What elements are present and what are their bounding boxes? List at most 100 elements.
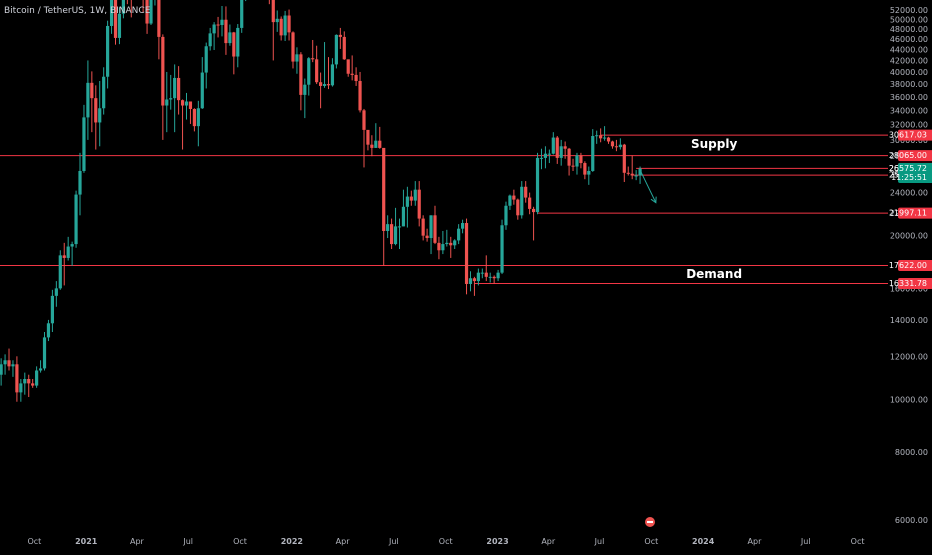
candle-body bbox=[575, 155, 579, 167]
candle-body bbox=[389, 224, 394, 245]
candle-body bbox=[90, 82, 94, 99]
price-tick-label: 46000.00 bbox=[890, 35, 928, 44]
candle-body bbox=[504, 205, 508, 226]
price-tick-label: 14000.00 bbox=[890, 316, 928, 325]
candle-body bbox=[571, 165, 575, 167]
candle-body bbox=[240, 0, 244, 28]
candle-body bbox=[425, 235, 429, 239]
candle-body bbox=[342, 36, 346, 60]
price-tick-label: 48000.00 bbox=[890, 25, 928, 34]
candle-body bbox=[496, 272, 500, 279]
price-tick-label: 38000.00 bbox=[890, 80, 928, 89]
price-badge-label: 11:25:51 bbox=[891, 173, 927, 182]
price-badge-bg bbox=[898, 260, 932, 272]
candle-body bbox=[445, 242, 449, 245]
candle-body bbox=[480, 272, 484, 274]
candle-body bbox=[46, 323, 51, 338]
annotations: Supply Demand bbox=[639, 137, 742, 281]
candle-body bbox=[145, 0, 149, 24]
candle-body bbox=[275, 18, 279, 23]
candle-body bbox=[401, 206, 406, 227]
candle-body bbox=[58, 255, 62, 289]
price-tick-label: 50000.00 bbox=[890, 15, 928, 24]
candle-body bbox=[539, 157, 544, 159]
candle-body bbox=[638, 168, 642, 176]
price-tick-label: 44000.00 bbox=[890, 45, 928, 54]
candle-body bbox=[165, 99, 169, 106]
candle-body bbox=[7, 360, 11, 367]
candle-body bbox=[322, 84, 327, 86]
horizontal-levels bbox=[0, 134, 888, 285]
candle-body bbox=[283, 15, 287, 36]
candle-body bbox=[362, 110, 366, 130]
candle-body bbox=[591, 135, 595, 171]
price-badge-label: 28065.00 bbox=[889, 151, 927, 160]
candle-body bbox=[82, 117, 86, 171]
candle-body bbox=[535, 157, 540, 213]
candle-body bbox=[62, 255, 66, 258]
time-tick-label: 2024 bbox=[692, 537, 715, 546]
time-tick-label: Apr bbox=[748, 537, 763, 546]
price-tick-label: 10000.00 bbox=[890, 395, 928, 404]
candles bbox=[0, 0, 642, 402]
projection-arrow-head bbox=[650, 196, 657, 204]
annotation-label: Demand bbox=[686, 267, 742, 281]
candle-body bbox=[350, 73, 354, 75]
time-tick-label: Oct bbox=[439, 537, 453, 546]
candle-body bbox=[449, 242, 453, 246]
time-tick-label: Oct bbox=[27, 537, 41, 546]
candle-body bbox=[212, 24, 216, 34]
candle-body bbox=[492, 276, 496, 279]
candle-body bbox=[228, 32, 232, 44]
candle-body bbox=[334, 34, 338, 65]
price-badge-label: 17622.00 bbox=[889, 261, 927, 270]
candle-body bbox=[19, 383, 23, 393]
candle-body bbox=[366, 129, 370, 145]
candle-body bbox=[413, 189, 417, 201]
candle-body bbox=[464, 223, 469, 284]
candle-body bbox=[11, 364, 15, 367]
price-badges: 30617.0328065.0026594.5525841.6121997.11… bbox=[889, 129, 932, 290]
candle-body bbox=[555, 137, 559, 158]
candle-body bbox=[528, 197, 532, 209]
candle-body bbox=[149, 0, 153, 24]
candle-body bbox=[307, 58, 311, 85]
candle-body bbox=[236, 27, 240, 57]
candle-body bbox=[429, 215, 433, 239]
candle-body bbox=[508, 195, 512, 206]
candle-body bbox=[346, 59, 350, 74]
candle-body bbox=[311, 58, 315, 60]
price-badge-label: 16331.78 bbox=[889, 279, 927, 288]
time-tick-label: Jul bbox=[388, 537, 399, 546]
candle-body bbox=[326, 84, 331, 86]
candle-body bbox=[287, 15, 291, 33]
candle-body bbox=[618, 144, 622, 148]
candle-body bbox=[208, 33, 212, 47]
candle-body bbox=[397, 226, 402, 228]
candle-body bbox=[559, 146, 563, 158]
event-flag-icon-mark bbox=[647, 521, 653, 523]
candle-body bbox=[330, 64, 335, 86]
price-tick-label: 34000.00 bbox=[890, 106, 928, 115]
candle-body bbox=[421, 218, 425, 236]
candle-body bbox=[15, 364, 19, 393]
candle-body bbox=[177, 77, 181, 101]
candle-body bbox=[31, 383, 35, 386]
candle-body bbox=[113, 0, 118, 38]
candle-body bbox=[547, 153, 551, 155]
candle-body bbox=[200, 72, 204, 109]
time-tick-label: 2023 bbox=[486, 537, 508, 546]
candle-body bbox=[224, 19, 228, 44]
candle-body bbox=[98, 108, 102, 123]
candle-body bbox=[386, 224, 390, 231]
candle-body bbox=[614, 146, 619, 148]
candle-body bbox=[271, 0, 275, 23]
time-tick-label: Jul bbox=[594, 537, 605, 546]
symbol-title: Bitcoin / TetherUS, 1W, BINANCE bbox=[4, 6, 151, 16]
candle-body bbox=[433, 215, 437, 243]
candle-body bbox=[476, 272, 480, 282]
candle-body bbox=[599, 135, 603, 139]
candle-body bbox=[106, 25, 110, 77]
